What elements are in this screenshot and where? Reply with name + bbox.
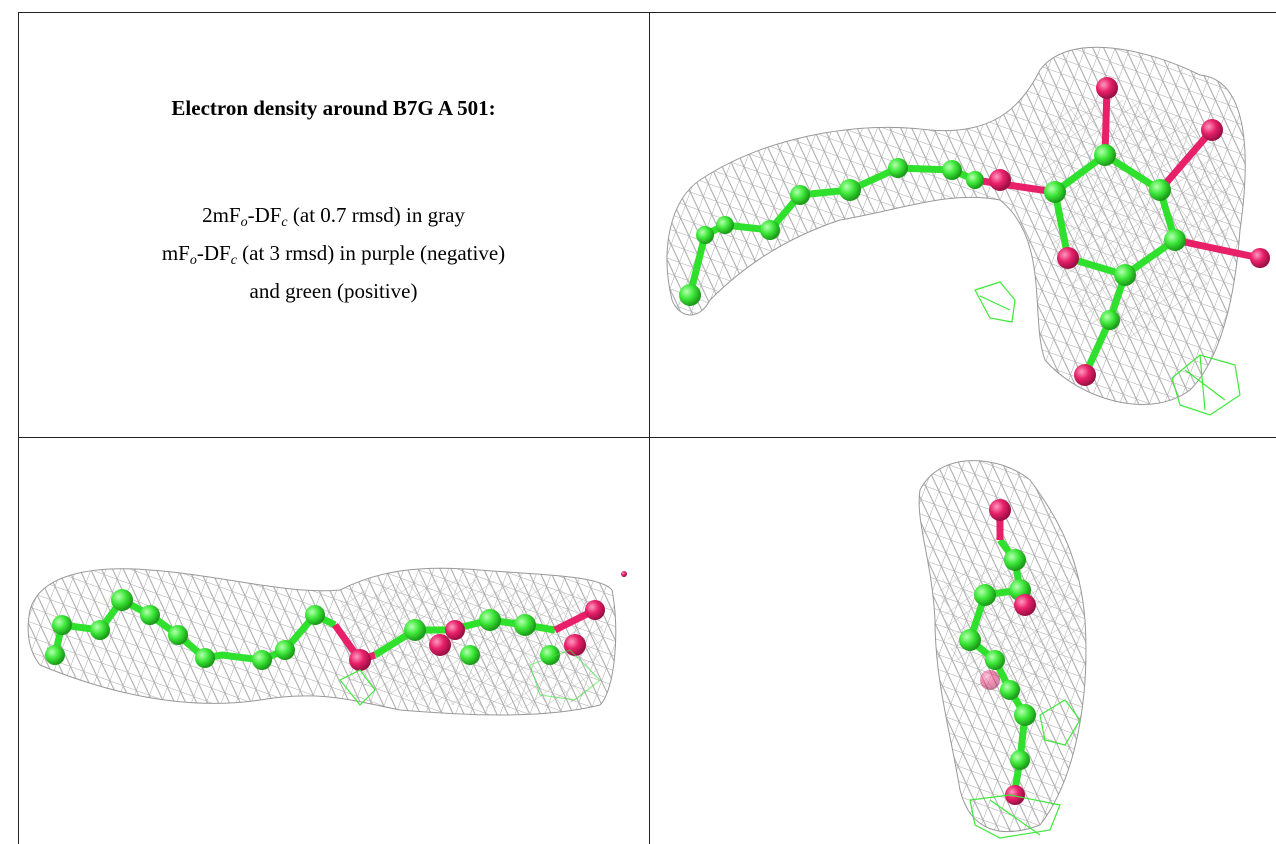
table-borders: [18, 12, 1276, 844]
subscript: o: [240, 215, 248, 230]
caption-lines: 2mFo-DFc (at 0.7 rmsd) in gray mFo-DFc (…: [18, 200, 649, 306]
caption-line: and green (positive): [18, 276, 649, 306]
caption-line: mFo-DFc (at 3 rmsd) in purple (negative): [18, 238, 649, 276]
caption-title: Electron density around B7G A 501:: [171, 96, 496, 120]
subscript: o: [189, 253, 197, 268]
text: and green (positive): [249, 279, 418, 303]
subscript: c: [230, 253, 237, 268]
density-view-1: [666, 46, 1270, 416]
text: -DF: [196, 241, 231, 265]
text: (at 0.7 rmsd) in gray: [287, 203, 465, 227]
density-view-3: [918, 460, 1087, 839]
text: (at 3 rmsd) in purple (negative): [236, 241, 506, 265]
density-view-2: [27, 567, 627, 716]
caption-line: 2mFo-DFc (at 0.7 rmsd) in gray: [18, 200, 649, 238]
subscript: c: [281, 215, 288, 230]
text: -DF: [247, 203, 282, 227]
text: mF: [161, 241, 190, 265]
text: 2mF: [202, 203, 241, 227]
